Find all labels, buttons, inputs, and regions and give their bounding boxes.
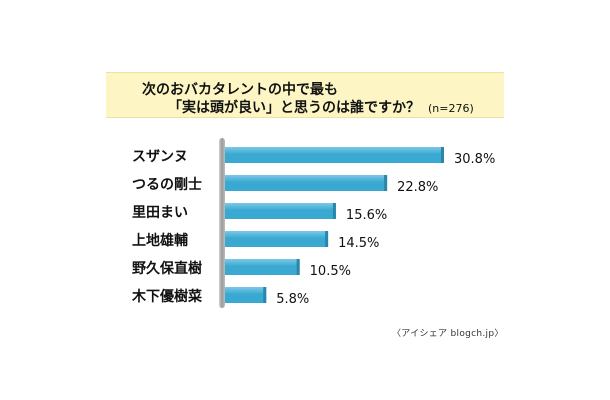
source-credit: 〈アイシェア blogch.jp〉 — [392, 329, 504, 339]
value-label: 22.8% — [397, 180, 438, 195]
category-label: 上地雄輔 — [132, 232, 188, 249]
value-label: 5.8% — [276, 292, 309, 307]
bar — [225, 231, 329, 247]
bar — [225, 203, 336, 219]
bar — [225, 175, 388, 191]
category-label: 里田まい — [132, 205, 188, 221]
category-label: 野久保直樹 — [132, 260, 202, 277]
bar — [225, 287, 267, 303]
bar-edge — [441, 147, 444, 163]
value-label: 14.5% — [338, 236, 379, 251]
bar — [225, 147, 444, 163]
bar-edge — [296, 259, 300, 275]
chart-title-box: 次のおバカタレントの中で最も 「実は頭が良い」と思うのは誰ですか？ (n=276) — [106, 72, 504, 118]
value-label: 10.5% — [310, 264, 351, 279]
bar-edge — [325, 231, 329, 247]
bar-edge — [263, 287, 267, 303]
chart-title-line2: 「実は頭が良い」と思うのは誰ですか？ (n=276) — [168, 97, 474, 117]
bar-edge — [332, 203, 336, 219]
bar-edge — [384, 175, 388, 191]
value-axis — [219, 138, 225, 308]
category-label: スザンヌ — [132, 149, 188, 165]
value-label: 30.8% — [454, 152, 495, 167]
value-label: 15.6% — [346, 208, 387, 223]
bar — [225, 259, 300, 275]
category-label: つるの剛士 — [132, 176, 202, 193]
chart-title-question: 「実は頭が良い」と思うのは誰ですか？ — [168, 100, 420, 116]
category-label: 木下優樹菜 — [131, 288, 203, 305]
sample-size: (n=276) — [428, 102, 474, 115]
chart-title-line1: 次のおバカタレントの中で最も — [142, 82, 338, 98]
